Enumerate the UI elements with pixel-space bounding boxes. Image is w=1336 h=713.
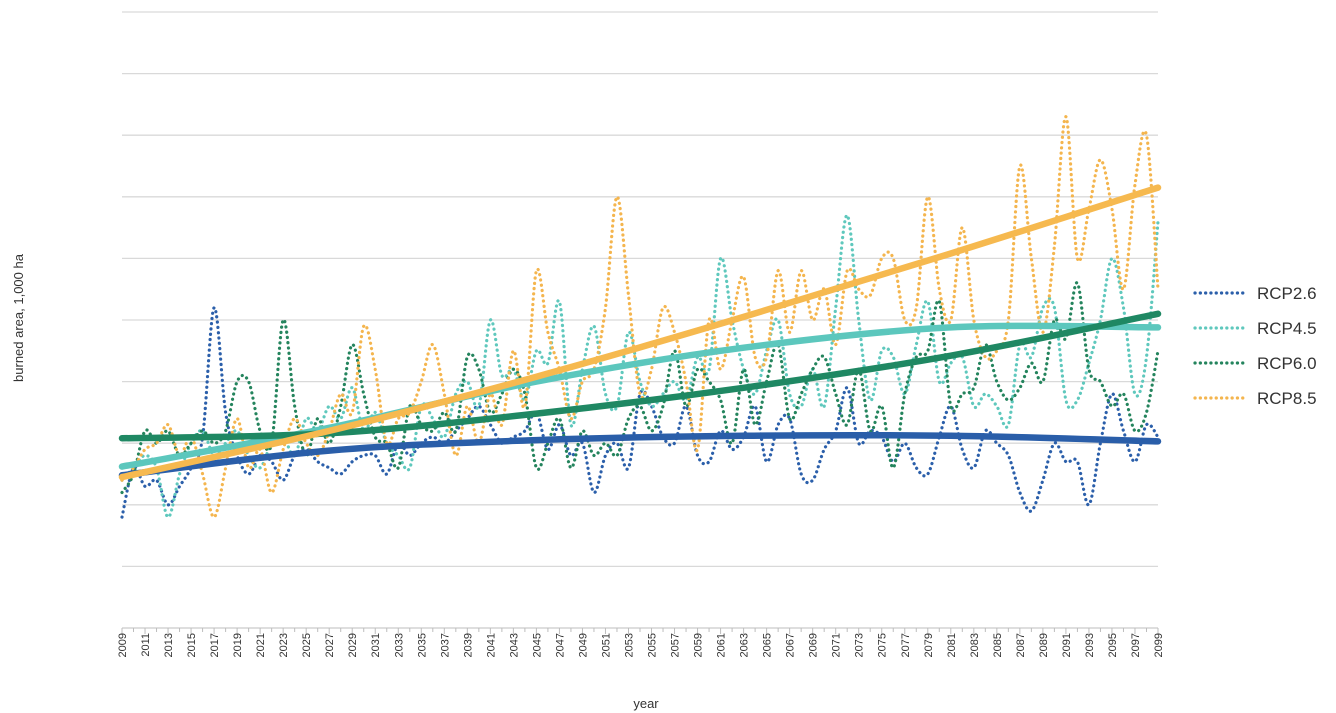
gridlines xyxy=(122,11,1158,568)
x-tick-label: 2047 xyxy=(554,633,566,657)
x-tick-label: 2085 xyxy=(992,633,1004,657)
legend-item-rcp2-6: RCP2.6 xyxy=(1193,284,1317,303)
trend-line-rcp2-6 xyxy=(118,431,1162,479)
x-tick-label: 2059 xyxy=(693,633,705,657)
legend-item-rcp8-5: RCP8.5 xyxy=(1193,389,1317,408)
x-tick-label: 2089 xyxy=(1038,633,1050,657)
x-tick-label: 2069 xyxy=(808,633,820,657)
legend-label: RCP2.6 xyxy=(1257,284,1317,303)
x-tick-label: 2049 xyxy=(577,633,589,657)
y-axis-title: burned area, 1,000 ha xyxy=(11,253,26,382)
legend-item-rcp6-0: RCP6.0 xyxy=(1193,354,1317,373)
x-tick-label: 2065 xyxy=(762,633,774,657)
x-tick-label: 2097 xyxy=(1130,633,1142,657)
x-tick-label: 2075 xyxy=(877,633,889,657)
x-axis-title: year xyxy=(633,696,659,711)
x-tick-label: 2043 xyxy=(508,633,520,657)
x-tick-label: 2039 xyxy=(462,633,474,657)
legend-item-rcp4-5: RCP4.5 xyxy=(1193,319,1317,338)
x-tick-label: 2073 xyxy=(854,633,866,657)
x-tick-label: 2033 xyxy=(393,633,405,657)
x-tick-label: 2051 xyxy=(600,633,612,657)
x-tick-label: 2029 xyxy=(347,633,359,657)
x-tick-label: 2021 xyxy=(255,633,267,657)
series-line-rcp4-5 xyxy=(120,213,1160,519)
x-tick-label: 2035 xyxy=(416,633,428,657)
x-tick-label: 2041 xyxy=(485,633,497,657)
x-tick-label: 2055 xyxy=(647,633,659,657)
x-tick-label: 2027 xyxy=(324,633,336,657)
x-tick-label: 2031 xyxy=(370,633,382,657)
x-tick-label: 2077 xyxy=(900,633,912,657)
series-line-rcp8-5 xyxy=(120,115,1160,519)
x-tick-label: 2045 xyxy=(531,633,543,657)
x-tick-label: 2067 xyxy=(785,633,797,657)
x-tick-label: 2053 xyxy=(623,633,635,657)
x-tick-label: 2037 xyxy=(439,633,451,657)
x-tick-label: 2023 xyxy=(278,633,290,657)
series-line-rcp6-0 xyxy=(120,281,1160,495)
legend-label: RCP8.5 xyxy=(1257,389,1317,408)
x-tick-label: 2011 xyxy=(140,633,152,657)
legend: RCP2.6 RCP4.5 RCP6.0 RCP8.5 xyxy=(1193,284,1317,408)
x-tick-label: 2071 xyxy=(831,633,843,657)
x-tick-label: 2081 xyxy=(946,633,958,657)
x-tick-label: 2099 xyxy=(1153,633,1165,657)
x-tick-label: 2083 xyxy=(969,633,981,657)
x-tick-label: 2057 xyxy=(670,633,682,657)
x-axis: 2009 2011 2013 2015 2017 2019 2021 2023 2025 2027… xyxy=(117,627,1165,657)
x-tick-label: 2087 xyxy=(1015,633,1027,657)
x-tick-label: 2093 xyxy=(1084,633,1096,657)
x-tick-label: 2095 xyxy=(1107,633,1119,657)
x-tick-label: 2017 xyxy=(209,633,221,657)
x-tick-label: 2063 xyxy=(739,633,751,657)
x-tick-label: 2015 xyxy=(186,633,198,657)
series-lines xyxy=(120,115,1160,519)
x-tick-label: 2091 xyxy=(1061,633,1073,657)
x-tick-label: 2079 xyxy=(923,633,935,657)
legend-label: RCP6.0 xyxy=(1257,354,1317,373)
x-tick-label: 2013 xyxy=(163,633,175,657)
x-tick-label: 2061 xyxy=(716,633,728,657)
legend-label: RCP4.5 xyxy=(1257,319,1317,338)
x-tick-label: 2009 xyxy=(117,633,129,657)
trend-line-rcp8-5 xyxy=(118,184,1162,481)
trend-lines xyxy=(118,184,1162,481)
series-line-rcp2-6 xyxy=(120,306,1160,519)
x-tick-label: 2019 xyxy=(232,633,244,657)
x-tick-label: 2025 xyxy=(301,633,313,657)
